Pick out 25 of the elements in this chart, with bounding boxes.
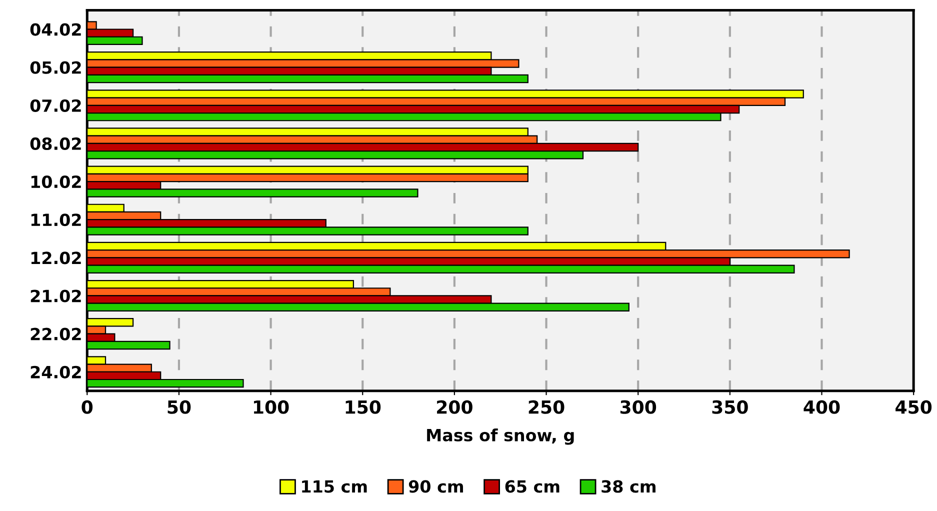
x-axis-title: Mass of snow, g — [427, 428, 574, 445]
x-tick-label: 450 — [896, 400, 932, 414]
legend-label: 115 cm — [302, 480, 367, 493]
x-tick-label: 350 — [712, 400, 748, 414]
y-tick-label: 04.02 — [30, 23, 81, 36]
legend-label: 90 cm — [408, 480, 463, 493]
y-tick-label: 07.02 — [30, 99, 81, 112]
legend-label: 38 cm — [602, 480, 656, 493]
y-tick-label: 10.02 — [31, 175, 81, 188]
y-tick-label: 05.02 — [30, 61, 81, 74]
y-tick-label: 22.02 — [30, 328, 81, 340]
x-tick-label: 150 — [346, 400, 381, 414]
x-tick-label: 0 — [82, 400, 93, 414]
y-tick-label: 12.02 — [31, 252, 81, 264]
x-tick-label: 50 — [168, 400, 191, 414]
y-tick-label: 24.02 — [30, 366, 81, 378]
x-tick-label: 250 — [528, 400, 564, 414]
x-tick-label: 200 — [437, 400, 472, 414]
y-tick-label: 21.02 — [30, 290, 81, 302]
x-tick-label: 300 — [620, 400, 656, 414]
y-tick-label: 08.02 — [30, 137, 81, 150]
legend-label: 65 cm — [505, 480, 560, 493]
x-tick-label: 100 — [254, 400, 289, 414]
x-tick-label: 400 — [804, 400, 840, 414]
y-tick-label: 11.02 — [31, 214, 81, 226]
